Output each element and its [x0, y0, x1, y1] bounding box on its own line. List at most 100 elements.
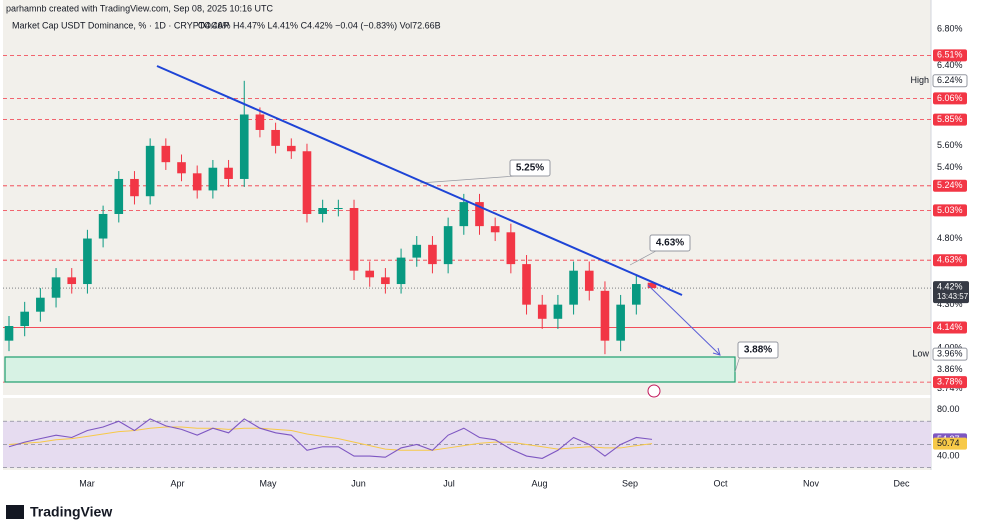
- x-tick-label: Jul: [443, 478, 455, 488]
- level-badge: [933, 376, 967, 389]
- level-badge: [933, 254, 967, 267]
- candle-body: [224, 167, 233, 179]
- candle-body: [475, 202, 484, 227]
- x-tick-label: Apr: [170, 478, 184, 488]
- logo: [6, 505, 24, 519]
- logo-mark: [6, 505, 24, 519]
- annotation-box: [737, 341, 779, 359]
- candle-body: [522, 264, 531, 305]
- y-tick-label: 5.60%: [937, 140, 963, 150]
- rsi-badge-label: 50.74: [937, 438, 960, 448]
- candle-body: [36, 297, 45, 312]
- candle-body: [584, 270, 594, 291]
- level-badge: [933, 321, 967, 334]
- candle-body: [4, 326, 14, 341]
- candle-body: [600, 290, 610, 341]
- annotation: 5.25%: [516, 163, 544, 174]
- x-tick-label: Sep: [622, 478, 638, 488]
- chart-title: Market Cap USDT Dominance, % · 1D · CRYP…: [12, 20, 230, 30]
- current-time: 13:43:57: [937, 292, 969, 301]
- rsi-ma: [8, 426, 653, 451]
- level-badge: [933, 49, 967, 62]
- level-label: 5.85%: [937, 114, 963, 124]
- candle-body: [161, 145, 171, 163]
- candle-body: [365, 270, 375, 278]
- candle-body: [239, 114, 249, 179]
- trendline: [156, 65, 683, 296]
- support-zone: [4, 356, 736, 383]
- rsi-values: [8, 418, 653, 459]
- level-label: 5.24%: [937, 180, 963, 190]
- ohlc-text: O4.46% H4.47% L4.41% C4.42% −0.04 (−0.83…: [198, 20, 441, 30]
- event-icon: [647, 384, 661, 398]
- current-label: 4.42%: [937, 281, 963, 291]
- level-badge: [933, 113, 967, 126]
- extreme-name: Low: [912, 349, 929, 359]
- level-label: 6.51%: [937, 50, 963, 60]
- level-badge: [933, 92, 967, 105]
- candle-body: [616, 304, 625, 341]
- level-badge: [933, 204, 967, 217]
- y-tick-label: 6.40%: [937, 60, 963, 70]
- y-tick-label: 4.00%: [937, 343, 963, 353]
- candle-body: [396, 257, 406, 285]
- rsi-tick-label: 40.00: [937, 450, 960, 460]
- candle-body: [271, 129, 280, 146]
- candle-body: [302, 151, 312, 214]
- candle-body: [286, 145, 296, 152]
- candle-body: [490, 226, 500, 233]
- x-tick-label: Oct: [713, 478, 728, 488]
- candle-body: [114, 178, 124, 214]
- candle-body: [381, 277, 390, 285]
- x-tick-label: Mar: [79, 478, 95, 488]
- y-tick-label: 3.86%: [937, 364, 963, 374]
- brand: TradingView: [30, 504, 112, 520]
- candle-body: [537, 304, 547, 319]
- x-tick-label: Aug: [531, 478, 547, 488]
- level-label: 3.78%: [937, 377, 963, 387]
- candle-body: [459, 202, 469, 227]
- candle-body: [428, 244, 437, 265]
- extreme-badge: [932, 74, 968, 88]
- candle-body: [192, 173, 202, 191]
- annotation: 4.63%: [656, 238, 684, 249]
- y-tick-label: 4.30%: [937, 299, 963, 309]
- projection-arrow: [647, 284, 721, 356]
- x-tick-label: May: [259, 478, 277, 488]
- annotation-box: [509, 159, 551, 177]
- price-pane: [3, 0, 931, 395]
- x-tick-label: Nov: [803, 478, 820, 488]
- level-label: 5.03%: [937, 205, 963, 215]
- candle-body: [255, 114, 265, 130]
- candle-body: [632, 284, 641, 305]
- candle-body: [20, 311, 29, 327]
- candle-body: [349, 208, 359, 271]
- extreme-label: 6.24%: [937, 75, 963, 85]
- subtitle: parhamnb created with TradingView.com, S…: [6, 3, 273, 13]
- candle-body: [412, 244, 422, 258]
- annotation-leader: [419, 175, 517, 184]
- candle-body: [334, 208, 343, 210]
- level-label: 4.63%: [937, 255, 963, 265]
- y-tick-label: 6.80%: [937, 24, 963, 34]
- annotation-leader: [629, 250, 657, 266]
- candle-body: [569, 270, 578, 305]
- extreme-badge: [932, 347, 968, 361]
- x-tick-label: Dec: [893, 478, 910, 488]
- y-tick-label: 4.80%: [937, 233, 963, 243]
- annotation: 3.88%: [744, 345, 772, 356]
- candle-body: [83, 238, 92, 285]
- level-label: 4.14%: [937, 322, 963, 332]
- candle-body: [443, 226, 453, 265]
- candle-body: [553, 304, 563, 319]
- candle-body: [318, 208, 327, 214]
- candle-body: [98, 213, 108, 239]
- candle-body: [208, 167, 218, 191]
- candle-body: [647, 282, 657, 289]
- candle-body: [67, 277, 77, 285]
- level-badge: [933, 179, 967, 192]
- level-label: 6.06%: [937, 93, 963, 103]
- annotation-box: [649, 234, 691, 252]
- x-tick-label: Jun: [351, 478, 366, 488]
